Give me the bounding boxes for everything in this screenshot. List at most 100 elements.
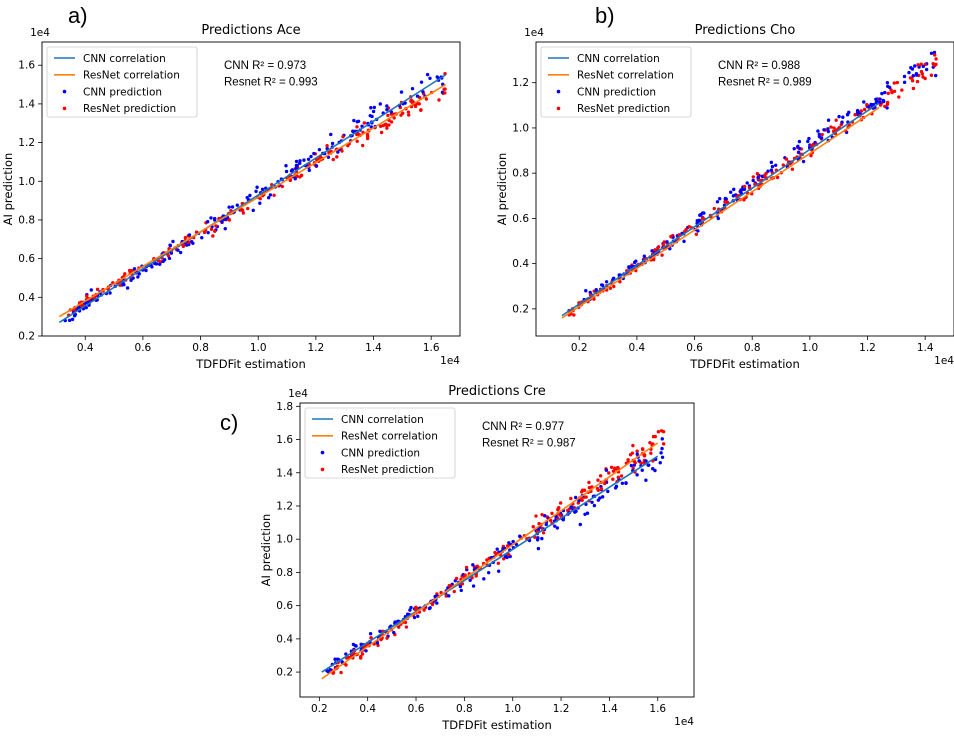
resnet-prediction-point [531,525,535,529]
cnn-prediction-point [847,110,851,115]
resnet-prediction-point [619,474,624,478]
cnn-prediction-point [878,97,882,101]
resnet-prediction-point [331,157,335,162]
resnet-prediction-point [853,112,857,117]
cnn-prediction-point [629,463,634,468]
cnn-prediction-point [294,159,299,164]
cnn-prediction-point [535,538,540,542]
cnn-prediction-point [447,594,451,598]
x-offset-label: 1e4 [934,355,954,367]
cnn-prediction-point [359,642,363,647]
cnn-prediction-point [756,175,760,180]
resnet-prediction-point [820,132,824,137]
legend-entry: CNN correlation [83,53,166,65]
legend-entry: CNN correlation [577,53,660,65]
resnet-prediction-point [662,240,666,244]
resnet-prediction-point [609,465,614,470]
resnet-prediction-point [341,135,345,139]
resnet-prediction-point [443,87,447,91]
cnn-prediction-point [405,612,410,616]
legend-swatch-resnet-points [556,106,561,111]
cnn-prediction-point [168,243,172,247]
y-tick-label: 0.8 [276,567,293,579]
resnet-prediction-point [892,81,896,85]
resnet-prediction-point [684,227,688,232]
cnn-prediction-point [732,187,736,192]
cnn-prediction-point [882,99,886,104]
y-tick-label: 1.6 [276,434,293,446]
cnn-prediction-point [604,468,609,472]
cnn-prediction-point [929,51,934,55]
cnn-prediction-point [569,505,573,510]
legend-entry: CNN correlation [341,414,424,426]
resnet-prediction-point [580,490,584,494]
r2-annotation: Resnet R² = 0.993 [224,77,318,89]
resnet-prediction-point [608,286,613,291]
cnn-prediction-point [841,115,845,119]
cnn-prediction-point [577,499,581,503]
y-tick-label: 0.4 [18,292,35,304]
cnn-prediction-point [235,203,239,207]
cnn-prediction-point [840,120,844,124]
resnet-prediction-point [127,268,132,273]
r2-annotation: CNN R² = 0.988 [718,60,800,72]
resnet-prediction-point [923,76,927,81]
cnn-prediction-point [169,251,174,255]
resnet-prediction-point [839,123,843,127]
cnn-prediction-point [573,495,578,500]
resnet-prediction-point [407,113,411,117]
y-tick-label: 0.6 [276,600,293,612]
panel-label: a) [68,3,88,28]
cnn-prediction-point [428,606,432,610]
legend-entry: CNN prediction [83,86,162,98]
cnn-prediction-point [255,185,259,189]
y-tick-label: 1.2 [512,77,529,89]
resnet-prediction-point [246,206,250,211]
cnn-prediction-point [375,641,380,645]
resnet-prediction-point [660,253,664,257]
cnn-prediction-point [647,463,651,467]
resnet-prediction-point [631,443,635,448]
resnet-prediction-point [919,62,923,66]
resnet-prediction-point [742,198,746,202]
resnet-prediction-point [596,488,600,492]
resnet-prediction-point [751,175,755,179]
resnet-prediction-point [496,561,500,565]
resnet-prediction-point [723,200,727,204]
resnet-prediction-point [631,466,635,470]
resnet-prediction-point [392,116,396,120]
y-tick-label: 1.2 [18,137,35,149]
legend-swatch-resnet-points [320,467,325,472]
resnet-prediction-point [444,594,448,598]
cnn-prediction-point [887,85,892,90]
resnet-prediction-point [633,461,637,465]
x-tick-label: 1.2 [859,342,876,354]
r2-annotation: CNN R² = 0.977 [482,421,564,433]
resnet-prediction-point [809,144,814,148]
resnet-prediction-point [755,172,760,176]
legend-swatch-cnn-points [62,89,67,94]
resnet-prediction-point [661,243,665,247]
cnn-prediction-point [260,187,265,192]
resnet-prediction-point [406,110,411,114]
cnn-prediction-point [651,466,655,471]
legend-entry: CNN prediction [341,447,420,459]
x-tick-label: 0.6 [408,703,425,715]
resnet-prediction-point [366,134,370,139]
resnet-correlation-line [58,83,446,318]
x-axis-label: TDFDFit estimation [195,357,306,371]
cnn-prediction-point [369,106,373,110]
cnn-prediction-point [205,220,210,224]
plot-frame [41,41,461,337]
y-tick-label: 0.8 [18,214,35,226]
cnn-prediction-point [902,80,907,85]
cnn-prediction-point [665,240,669,244]
cnn-prediction-point [355,120,359,124]
cnn-prediction-point [329,132,333,137]
y-tick-label: 0.8 [512,168,529,180]
resnet-prediction-point [603,481,607,486]
x-tick-label: 0.2 [571,342,588,354]
resnet-prediction-point [355,139,359,143]
cnn-prediction-point [792,147,796,151]
cnn-prediction-point [797,150,801,155]
